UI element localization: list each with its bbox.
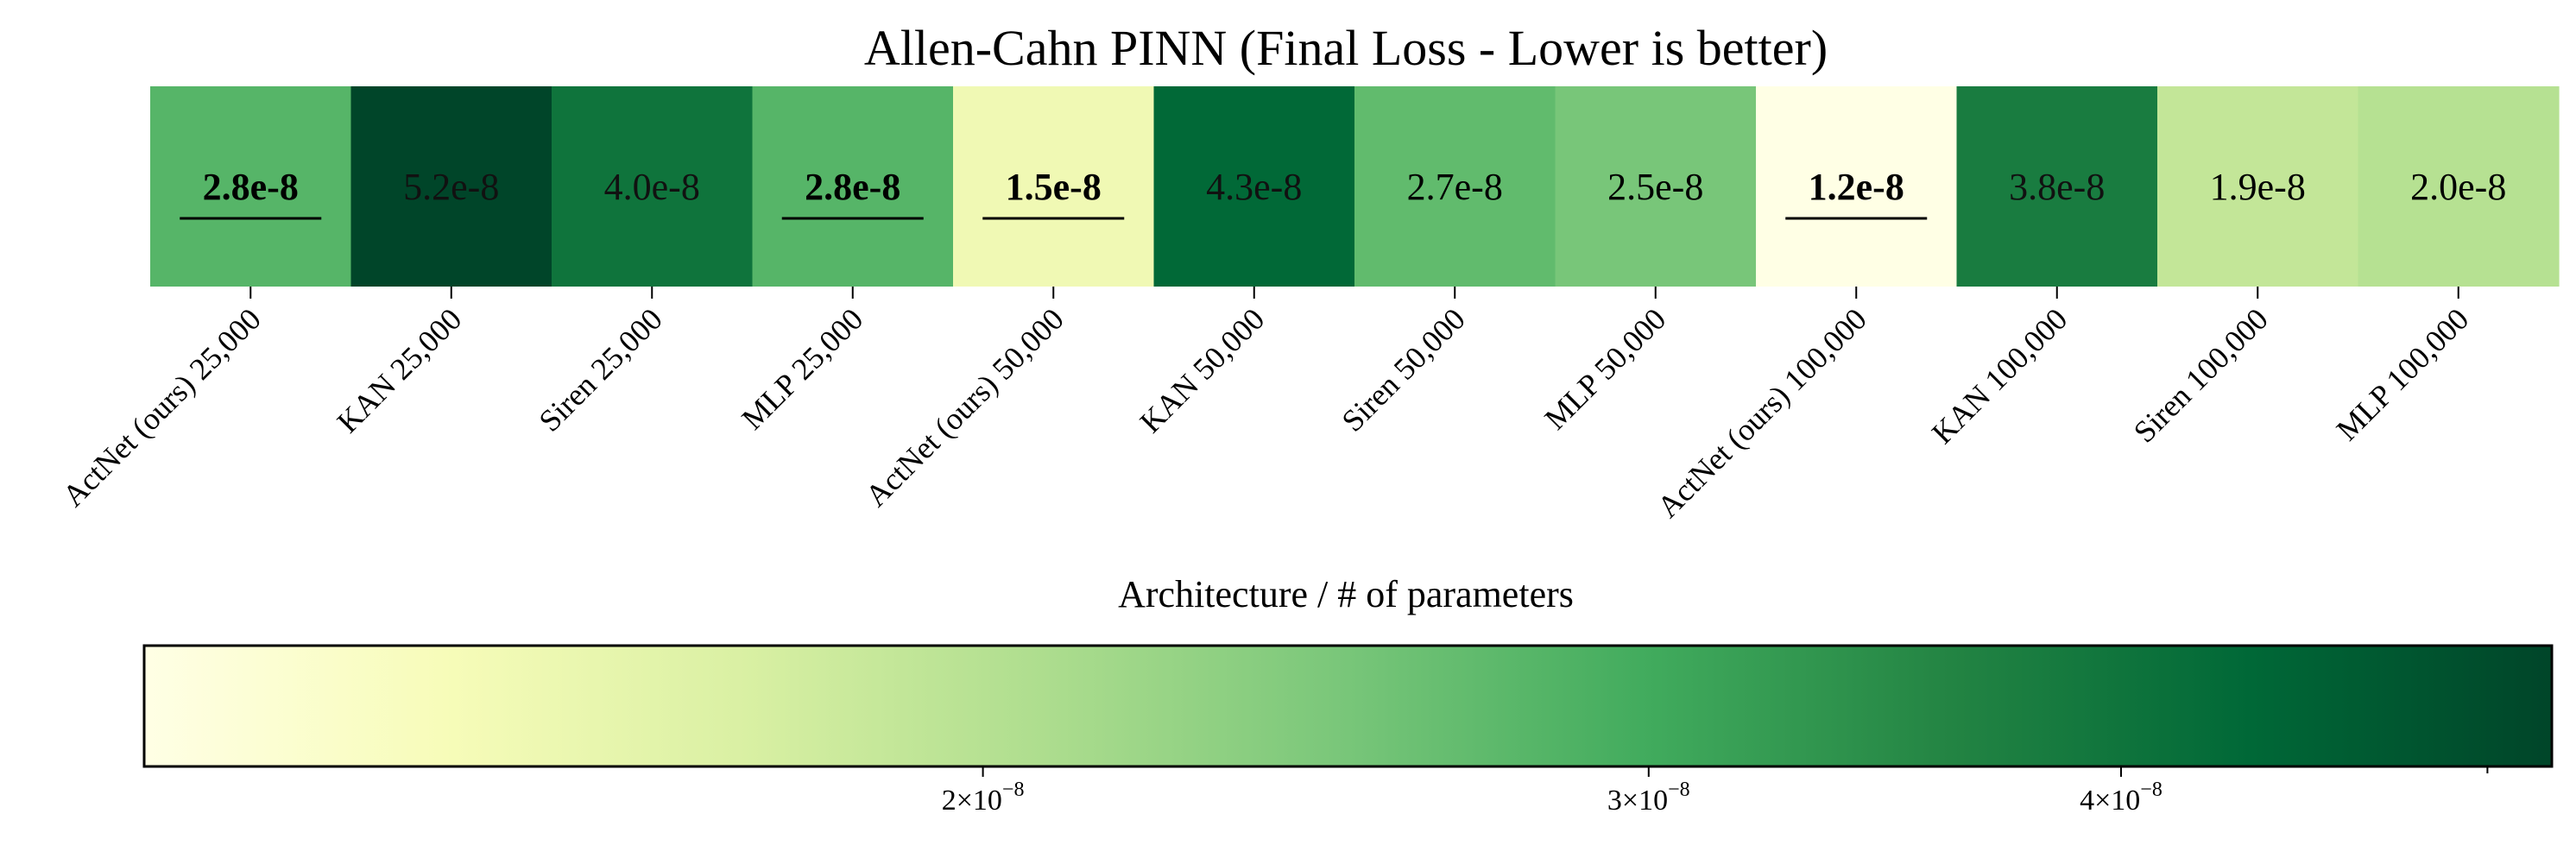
cell-value-label: 1.5e-8	[1006, 166, 1102, 208]
cell-value-label: 2.0e-8	[2410, 166, 2506, 208]
heatmap-cell-kan-100-000	[1956, 86, 2158, 287]
cell-value-label: 5.2e-8	[403, 166, 499, 208]
cell-value-label: 3.8e-8	[2009, 166, 2105, 208]
heatmap-cell-siren-25-000	[552, 86, 754, 287]
heatmap-cell-siren-100-000	[2157, 86, 2359, 287]
cell-value-label: 2.8e-8	[805, 166, 900, 208]
cell-value-label: 1.9e-8	[2210, 166, 2306, 208]
x-tick-label: Siren 100,000	[2127, 301, 2275, 449]
x-tick-label: MLP 50,000	[1537, 301, 1672, 436]
x-tick-label: ActNet (ours) 25,000	[56, 301, 268, 513]
x-tick-label: MLP 100,000	[2330, 301, 2476, 447]
cell-value-label: 4.0e-8	[604, 166, 700, 208]
heatmap-cell-mlp-100-000	[2358, 86, 2560, 287]
colorbar-tick-label: 4×10−8	[2080, 779, 2162, 817]
cell-value-label: 2.5e-8	[1607, 166, 1703, 208]
heatmap-cell-mlp-50-000	[1555, 86, 1757, 287]
heatmap-cell-mlp-25-000	[752, 86, 954, 287]
colorbar-gradient	[142, 644, 2554, 768]
heatmap-cell-kan-25-000	[350, 86, 552, 287]
heatmap-cell-actnet-ours-50-000	[953, 86, 1155, 287]
x-tick-label: KAN 50,000	[1133, 301, 1272, 439]
heatmap-cell-kan-50-000	[1153, 86, 1355, 287]
heatmap-cell-siren-50-000	[1354, 86, 1556, 287]
cell-value-label: 1.2e-8	[1809, 166, 1904, 208]
heatmap-cell-actnet-ours-25-000	[150, 86, 352, 287]
colorbar: 2×10−8 3×10−8 4×10−8	[142, 644, 2554, 817]
x-tick-label: Siren 25,000	[533, 301, 669, 438]
x-tick-label: KAN 25,000	[331, 301, 469, 439]
x-tick-label: MLP 25,000	[735, 301, 869, 436]
cell-value-label: 2.8e-8	[203, 166, 299, 208]
cell-value-label: 4.3e-8	[1206, 166, 1302, 208]
x-tick-label: ActNet (ours) 50,000	[859, 301, 1070, 513]
colorbar-tick-label: 2×10−8	[942, 779, 1025, 817]
chart-title: Allen-Cahn PINN (Final Loss - Lower is b…	[864, 20, 1828, 76]
x-tick-label: KAN 100,000	[1925, 301, 2074, 451]
x-axis-ticks: ActNet (ours) 25,000 KAN 25,000 Siren 25,0…	[56, 287, 2476, 524]
x-axis-label: Architecture / # of parameters	[1118, 573, 1574, 615]
heatmap-cells: 2.8e-8 5.2e-8 4.0e-8 2.8e-8 1.5e-8 4.3e-8 2.7e…	[150, 86, 2560, 287]
x-tick-label: Siren 50,000	[1335, 301, 1472, 438]
cell-value-label: 2.7e-8	[1407, 166, 1503, 208]
heatmap-cell-actnet-ours-100-000	[1756, 86, 1958, 287]
colorbar-tick-label: 3×10−8	[1607, 779, 1690, 817]
x-tick-label: ActNet (ours) 100,000	[1651, 301, 1873, 524]
